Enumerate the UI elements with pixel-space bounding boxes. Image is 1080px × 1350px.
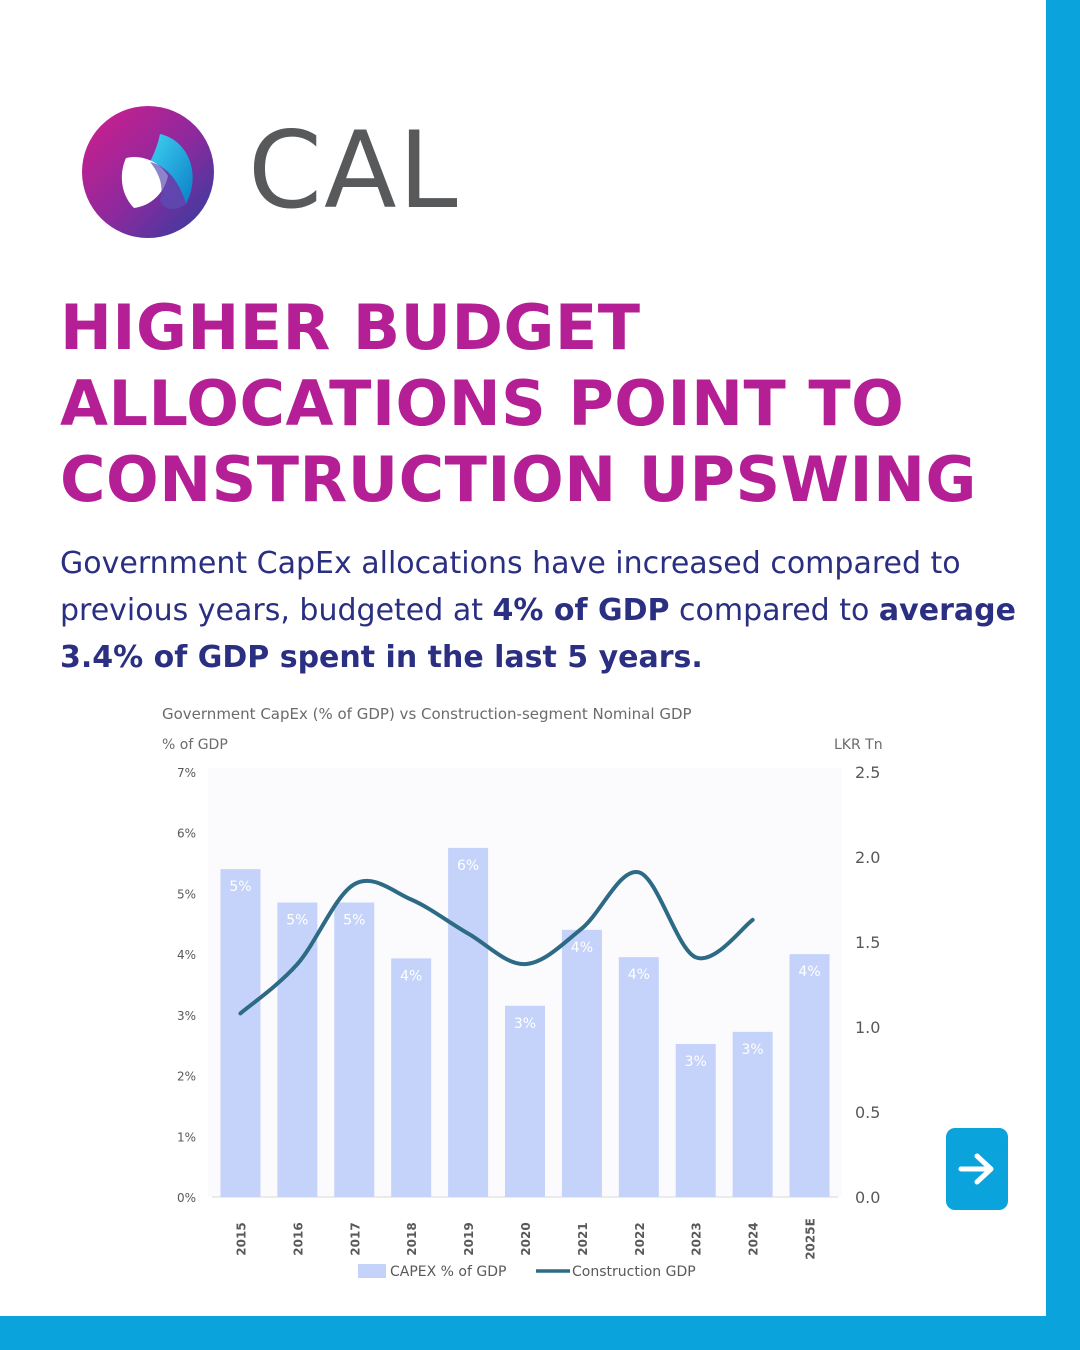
brand-logo: CAL	[80, 104, 500, 244]
x-tick-label: 2016	[291, 1222, 305, 1255]
left-tick-label: 5%	[177, 887, 196, 901]
legend-label-capex: CAPEX % of GDP	[390, 1264, 506, 1280]
frame-right-border	[1046, 0, 1080, 1350]
bar-data-label: 3%	[742, 1042, 764, 1058]
bar-data-label: 5%	[286, 913, 308, 929]
frame-bottom-border	[0, 1316, 1080, 1350]
bar-capex	[334, 902, 375, 1197]
left-tick-label: 1%	[177, 1130, 196, 1144]
bar-capex	[618, 957, 659, 1197]
bar-data-label: 6%	[457, 858, 479, 874]
headline-line-1: HIGHER BUDGET	[60, 291, 641, 364]
chart-title: Government CapEx (% of GDP) vs Construct…	[162, 705, 692, 723]
x-tick-label: 2022	[633, 1222, 647, 1255]
bar-capex	[448, 847, 489, 1197]
right-tick-label: 2.5	[855, 763, 880, 782]
x-tick-label: 2023	[690, 1222, 704, 1255]
right-tick-label: 1.0	[855, 1018, 880, 1037]
left-tick-label: 6%	[177, 827, 196, 841]
bar-data-label: 5%	[343, 913, 365, 929]
bar-capex	[732, 1031, 773, 1197]
x-tick-label: 2017	[348, 1222, 362, 1255]
bar-capex	[789, 954, 830, 1197]
bar-data-label: 5%	[229, 879, 251, 895]
left-tick-label: 0%	[177, 1191, 196, 1205]
body-bold-2: average 3.4% of GDP spent in the last 5 …	[60, 593, 1016, 675]
left-tick-label: 2%	[177, 1070, 196, 1084]
bar-data-label: 4%	[400, 968, 422, 984]
logo-mark-icon	[82, 106, 214, 238]
body-paragraph: Government CapEx allocations have increa…	[60, 540, 1020, 681]
x-tick-label: 2021	[576, 1222, 590, 1255]
bar-capex	[675, 1044, 716, 1197]
bar-data-label: 3%	[514, 1016, 536, 1032]
left-axis-unit: % of GDP	[162, 737, 228, 753]
bar-data-label: 4%	[798, 964, 820, 980]
line-construction-gdp	[238, 870, 755, 1016]
left-tick-label: 7%	[177, 766, 196, 780]
arrow-right-icon	[958, 1153, 994, 1185]
right-tick-label: 0.0	[855, 1188, 880, 1207]
next-slide-button[interactable]	[946, 1128, 1008, 1210]
bar-data-label: 4%	[571, 940, 593, 956]
bar-capex	[561, 929, 602, 1197]
right-tick-label: 1.5	[855, 933, 880, 952]
capex-chart: 0% 1% 2% 3% 4% 5% 6% 7% 0.0 0.5 1.0 1.5 2.0 2.5 5% 5% 5%…	[177, 763, 881, 1280]
headline-line-3: CONSTRUCTION UPSWING	[60, 443, 977, 516]
x-tick-label: 2019	[462, 1222, 476, 1255]
body-bold-1: 4% of GDP	[492, 593, 670, 628]
legend-swatch-capex	[358, 1264, 386, 1278]
x-tick-label: 2018	[405, 1222, 419, 1255]
right-axis-unit: LKR Tn	[834, 737, 883, 753]
bar-data-label: 4%	[628, 967, 650, 983]
bar-capex	[220, 869, 261, 1197]
x-tick-label: 2015	[234, 1222, 248, 1255]
x-tick-label: 2025E	[804, 1218, 818, 1260]
headline: HIGHER BUDGET ALLOCATIONS POINT TO CONST…	[60, 290, 1020, 518]
bar-capex	[391, 958, 432, 1197]
brand-name: CAL	[248, 109, 460, 232]
x-tick-label: 2020	[519, 1222, 533, 1255]
left-tick-label: 3%	[177, 1009, 196, 1023]
legend-label-construction: Construction GDP	[572, 1264, 696, 1280]
headline-line-2: ALLOCATIONS POINT TO	[60, 367, 905, 440]
body-text-2: compared to	[669, 593, 879, 628]
left-tick-label: 4%	[177, 948, 196, 962]
right-tick-label: 0.5	[855, 1103, 880, 1122]
x-tick-label: 2024	[747, 1222, 761, 1255]
bar-capex	[505, 1005, 545, 1197]
right-tick-label: 2.0	[855, 848, 880, 867]
bar-data-label: 3%	[685, 1054, 707, 1070]
bar-capex	[277, 902, 318, 1197]
body-text-1: Government CapEx allocations have increa…	[60, 546, 961, 628]
